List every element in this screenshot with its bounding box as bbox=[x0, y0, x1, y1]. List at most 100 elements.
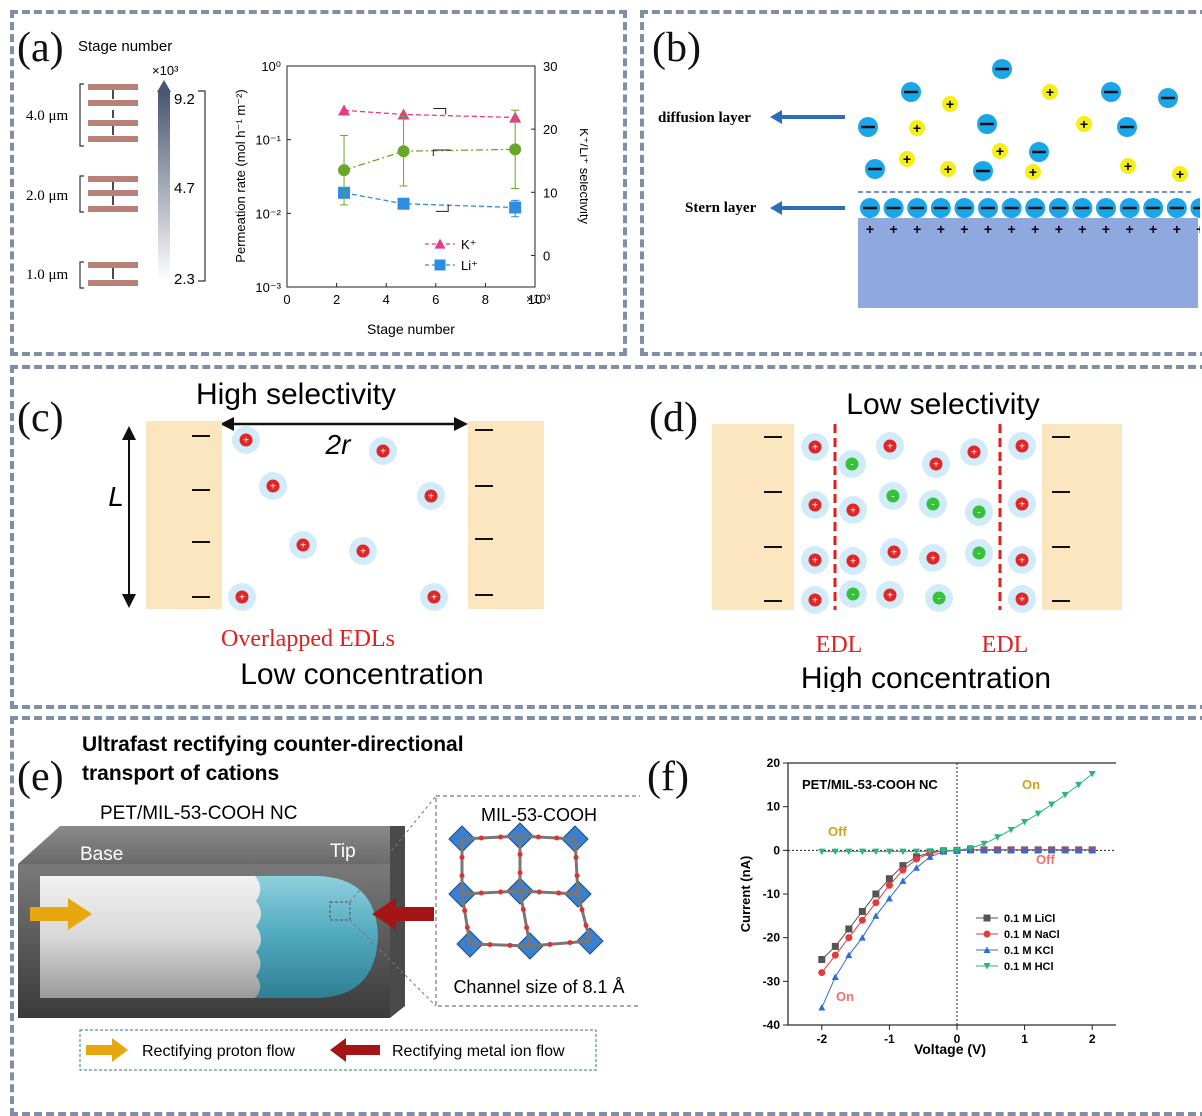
surface-charge: + bbox=[1126, 221, 1134, 237]
proton-flow-arrow-head bbox=[68, 898, 92, 930]
panel-label-f: (f) bbox=[647, 754, 689, 800]
chart-f-series-1-point bbox=[818, 969, 826, 977]
tip-label: Tip bbox=[330, 841, 356, 862]
mof-linker bbox=[573, 838, 580, 895]
chart-a-legend-label-0: K⁺ bbox=[461, 237, 477, 252]
d-cation bbox=[808, 593, 822, 607]
d-cation bbox=[883, 439, 897, 453]
cation-sign: + bbox=[1029, 164, 1037, 180]
c-left-wall bbox=[146, 421, 222, 609]
chart-f-series-2-point bbox=[818, 1004, 826, 1011]
chart-f-legend-label-0: 0.1 M LiCl bbox=[1004, 913, 1055, 925]
chart-f-series-2-point bbox=[872, 912, 880, 919]
mof-oxygen bbox=[517, 851, 523, 857]
chart-f-series-2-point bbox=[1061, 846, 1069, 853]
diffusion-layer-label: diffusion layer bbox=[658, 110, 751, 126]
chart-f-series-1-point bbox=[872, 899, 880, 907]
chart-f-series-1-point bbox=[912, 855, 920, 863]
d-anion bbox=[886, 489, 900, 503]
cation-sign: + bbox=[1124, 158, 1132, 174]
chart-a-y2tick-label: 0 bbox=[543, 248, 550, 263]
zoom-region bbox=[329, 901, 351, 921]
cation bbox=[909, 120, 925, 136]
length-label: L bbox=[108, 481, 124, 512]
d-cation-sign: + bbox=[933, 460, 939, 471]
cation-sign: + bbox=[913, 120, 921, 136]
mof-oxygen bbox=[583, 922, 589, 928]
d-anion bbox=[845, 457, 859, 471]
chart-f-series-2-point bbox=[1007, 846, 1015, 853]
mof-oxygen bbox=[556, 890, 562, 896]
chart-f-series-1-point bbox=[885, 881, 893, 889]
mof-linker bbox=[576, 893, 592, 942]
membrane-stack-4um bbox=[88, 84, 138, 142]
panel-label-e: (e) bbox=[17, 754, 64, 800]
chart-f-legend-marker-2 bbox=[983, 946, 991, 953]
chart-f-series-3-point bbox=[939, 847, 947, 855]
chart-f-ytick-label: 10 bbox=[767, 800, 781, 814]
chart-a-xtick-label: 0 bbox=[283, 292, 290, 307]
c-right-wall bbox=[468, 421, 544, 609]
c-title: High selectivity bbox=[196, 378, 396, 411]
d-cation-sign: + bbox=[1019, 442, 1025, 453]
d-cation-sign: + bbox=[850, 506, 856, 517]
chart-a-legend-label-1: Li⁺ bbox=[461, 258, 478, 273]
d-anion bbox=[932, 591, 946, 605]
chart-f-series-3-point bbox=[818, 848, 826, 856]
panel-label-a: (a) bbox=[17, 25, 64, 71]
mof-oxygen bbox=[507, 942, 513, 948]
c-cation bbox=[376, 444, 390, 458]
chart-a-xtick-label: 8 bbox=[482, 292, 489, 307]
chart-f-series-3-point bbox=[1048, 801, 1056, 808]
surface-charge: + bbox=[1008, 221, 1016, 237]
chart-a-ytick-label: 10⁻³ bbox=[255, 280, 281, 295]
cation bbox=[1120, 158, 1136, 174]
panel-b-frame bbox=[640, 10, 1202, 356]
chart-f-xtick-label: 1 bbox=[1021, 1032, 1028, 1046]
chart-f-series-0-point bbox=[845, 925, 853, 933]
d-cation-sign: + bbox=[850, 557, 856, 568]
d-cation bbox=[887, 545, 901, 559]
chart-a-series-0-line bbox=[343, 109, 516, 119]
chart-a-x-exponent: ×10³ bbox=[526, 292, 550, 306]
d-right-wall bbox=[1042, 424, 1122, 610]
cation-sign: + bbox=[903, 151, 911, 167]
panel-label-d: (d) bbox=[649, 395, 698, 441]
chart-a-xlabel: Stage number bbox=[367, 321, 455, 337]
chart-f-annotation-3: On bbox=[836, 989, 854, 1004]
chart-a-series-2-point bbox=[397, 145, 410, 158]
d-cation-sign: + bbox=[930, 554, 936, 565]
colorbar-tick-2-3: 2.3 bbox=[174, 271, 195, 288]
stern-arrow-head bbox=[770, 201, 782, 215]
chart-a-series-0-point bbox=[338, 104, 351, 116]
chart-f-xtick-label: -1 bbox=[884, 1032, 895, 1046]
chart-a-y2tick-label: 30 bbox=[543, 59, 557, 74]
legend-proton-label: Rectifying proton flow bbox=[142, 1043, 295, 1060]
chart-f-series-2-point bbox=[1088, 846, 1096, 853]
colorbar-tick-9-2: 9.2 bbox=[174, 91, 195, 108]
chart-f-series-2-point bbox=[1048, 846, 1056, 853]
surface-charge: + bbox=[913, 221, 921, 237]
mof-linker bbox=[518, 890, 532, 947]
inset-caption: Channel size of 8.1 Å bbox=[453, 977, 624, 997]
thickness-1um: 1.0 μm bbox=[26, 267, 69, 283]
proton-flow-arrow bbox=[30, 907, 70, 921]
mof-oxygen bbox=[535, 834, 541, 840]
edl-label-right: EDL bbox=[982, 632, 1029, 658]
zoom-line-top bbox=[349, 795, 437, 903]
d-anion bbox=[972, 546, 986, 560]
chart-f-series-1-point bbox=[831, 951, 839, 959]
d-cation bbox=[967, 445, 981, 459]
d-cation bbox=[808, 498, 822, 512]
metal-flow-arrow bbox=[394, 907, 434, 921]
d-cation-sign: + bbox=[971, 448, 977, 459]
cation-sign: + bbox=[1046, 84, 1054, 100]
colorbar-tick-4-7: 4.7 bbox=[174, 180, 195, 197]
length-arrow-bottom bbox=[122, 594, 136, 608]
surface-charge: + bbox=[984, 221, 992, 237]
chart-f-legend-marker-3 bbox=[983, 963, 991, 970]
chart-f-series-2-point bbox=[858, 934, 866, 941]
c-cation-sign: + bbox=[300, 541, 306, 552]
d-anion-sign: - bbox=[931, 500, 934, 511]
e-title-line1: Ultrafast rectifying counter-directional bbox=[82, 733, 464, 756]
